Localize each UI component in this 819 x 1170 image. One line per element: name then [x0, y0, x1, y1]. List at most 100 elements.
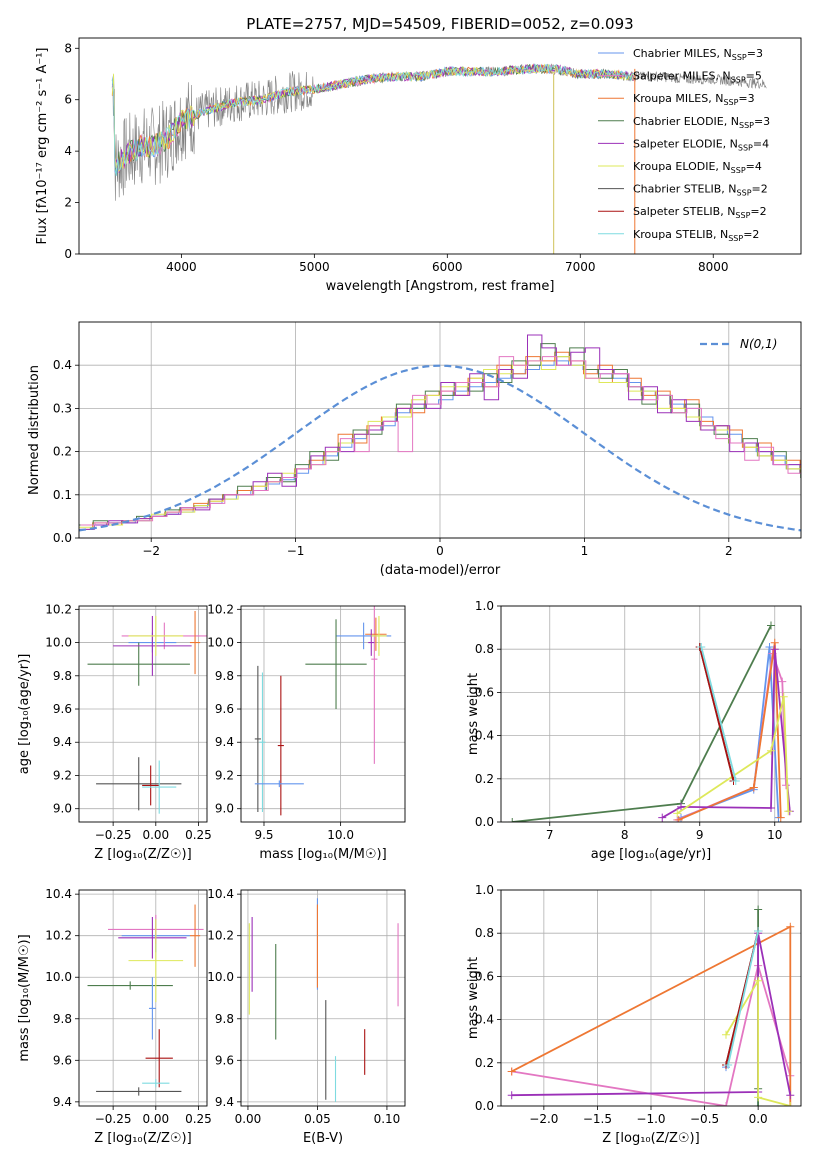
x-tick-label: 0.05	[304, 1112, 331, 1126]
x-tick-label: 5000	[299, 260, 330, 274]
axes-frame	[78, 37, 802, 255]
y-tick-label: 9.0	[53, 802, 72, 816]
x-tick-label: 0.25	[185, 828, 212, 842]
x-tick-label: −2	[142, 544, 160, 558]
x-tick-label: −1.5	[583, 1112, 612, 1126]
y-tick-label: 2	[64, 196, 72, 210]
legend-entry: Salpeter MILES, NSSP=5	[633, 70, 762, 85]
legend-subscript: SSP	[732, 53, 747, 62]
x-axis-label: (data-model)/error	[380, 563, 501, 578]
mass-weight-marker	[754, 927, 763, 936]
plot-area	[111, 63, 767, 254]
x-axis-label: Z [log₁₀(Z/Z☉)]	[94, 847, 191, 862]
mass-weight-marker	[765, 643, 774, 652]
mass-weight-line	[680, 646, 780, 819]
legend-value: =4	[746, 160, 762, 173]
histogram-series	[79, 334, 801, 530]
x-tick-label: 0.0	[749, 1112, 768, 1126]
x-tick-label: 2	[725, 544, 733, 558]
plot-area	[248, 898, 399, 1102]
x-tick-label: 9.5	[254, 828, 273, 842]
legend-entry: Salpeter STELIB, NSSP=2	[633, 205, 767, 220]
y-tick-label: 0.2	[475, 772, 494, 786]
x-tick-label: 10.0	[327, 828, 354, 842]
x-tick-label: 1	[581, 544, 589, 558]
mass-weight-line	[727, 930, 759, 1066]
legend-subscript: SSP	[723, 98, 738, 107]
mass-weight-marker	[731, 776, 740, 785]
y-tick-label: 0.2	[475, 1056, 494, 1070]
y-tick-label: 10.4	[207, 887, 234, 901]
plot-layer: 4000 5000 6000 7000 8000 0 2 4 6 8 wavelength [Ang…	[17, 37, 802, 1146]
legend-subscript: SSP	[739, 121, 754, 130]
mass-weight-marker	[658, 813, 667, 822]
y-tick-label: 9.8	[215, 669, 234, 683]
plot-area	[79, 334, 801, 532]
legend-value: =4	[753, 137, 769, 150]
mass-weight-marker	[724, 1060, 733, 1069]
mass-weight-marker	[673, 809, 682, 818]
mass-weight-marker	[784, 807, 793, 816]
observed-spectrum-line	[111, 63, 767, 201]
x-tick-label: 0.00	[142, 828, 169, 842]
x-tick-label: 8	[621, 828, 629, 842]
x-tick-label: 8000	[698, 260, 729, 274]
y-tick-label: 1.0	[475, 599, 494, 613]
y-tick-label: 9.4	[53, 1095, 72, 1109]
mass-weight-line	[698, 646, 735, 782]
mass-weight-marker	[674, 815, 683, 822]
histogram-series	[79, 360, 801, 526]
y-tick-label: 10.0	[207, 636, 234, 650]
y-tick-label: 9.4	[215, 1095, 234, 1109]
model-fit-line	[111, 63, 634, 171]
mass-weight-line	[512, 624, 772, 822]
y-tick-label: 0.8	[475, 642, 494, 656]
y-tick-label: 0.1	[53, 488, 72, 502]
y-tick-label: 0.2	[53, 445, 72, 459]
y-tick-label: 8	[64, 41, 72, 55]
histogram-series	[79, 351, 801, 530]
mass-weight-marker	[778, 677, 787, 686]
mass-weight-marker	[754, 976, 763, 985]
y-tick-label: 9.6	[215, 702, 234, 716]
legend-subscript: SSP	[738, 143, 753, 152]
y-tick-label: 0.8	[475, 926, 494, 940]
y-tick-label: 0.0	[475, 1099, 494, 1113]
x-tick-label: −0.25	[95, 828, 132, 842]
legend-subscript: SSP	[735, 211, 750, 220]
axes-frame	[78, 889, 208, 1107]
y-tick-label: 9.6	[215, 1053, 234, 1067]
mass-weight-marker	[779, 692, 788, 701]
y-axis-label: mass weight	[466, 673, 481, 755]
y-tick-label: 9.6	[53, 1053, 72, 1067]
histogram-series	[80, 356, 801, 526]
mass-weight-marker	[782, 781, 790, 790]
x-tick-label: −1.0	[636, 1112, 665, 1126]
y-tick-label: 0.4	[475, 729, 494, 743]
x-axis-label: wavelength [Angstrom, rest frame]	[326, 279, 555, 294]
y-tick-label: 10.4	[45, 887, 72, 901]
legend-value: =3	[738, 92, 754, 105]
y-tick-label: 1.0	[475, 883, 494, 897]
y-tick-label: 10.2	[45, 929, 72, 943]
mass-weight-line	[700, 646, 737, 782]
normal-curve-line	[79, 364, 801, 532]
figure-title: PLATE=2757, MJD=54509, FIBERID=0052, z=0…	[246, 15, 633, 33]
legend-value: =5	[746, 70, 762, 83]
plot-area	[507, 905, 795, 1106]
y-tick-label: 9.4	[215, 735, 234, 749]
mass-weight-marker	[770, 645, 779, 654]
mass-weight-marker	[786, 922, 795, 931]
x-tick-label: −0.25	[95, 1112, 132, 1126]
y-tick-label: 6	[64, 93, 72, 107]
legend-entry: Kroupa ELODIE, NSSP=4	[633, 160, 762, 175]
axes-frame	[78, 321, 802, 539]
y-tick-label: 0	[64, 247, 72, 261]
mass-weight-line	[725, 977, 791, 1106]
x-tick-label: 7000	[565, 260, 596, 274]
x-tick-label: 10	[767, 828, 782, 842]
histogram-series	[79, 356, 801, 528]
legend-entry: N(0,1)	[740, 337, 777, 351]
x-tick-label: 0	[436, 544, 444, 558]
